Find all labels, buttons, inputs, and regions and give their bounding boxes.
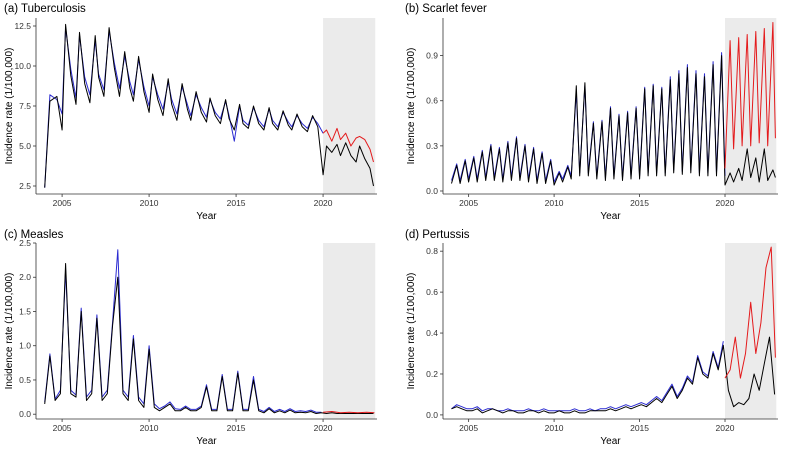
y-tick-label: 0.4: [426, 328, 438, 338]
series-observed-line: [451, 336, 776, 414]
panel-title: (a) Tuberculosis: [4, 3, 86, 15]
y-tick-label: 0.5: [19, 375, 31, 385]
y-tick-label: 0.0: [426, 410, 438, 420]
y-tick-label: 5.0: [19, 141, 31, 151]
panel-c: 0.0 0.5 1.0 1.5 2.0 2.5 2005 2010 2015 2020 (c) Me…: [4, 229, 377, 447]
y-tick-label: 0.0: [426, 186, 438, 196]
y-axis-label: Incidence rate (1/100,000): [406, 48, 417, 165]
y-tick-label: 2.5: [19, 238, 31, 248]
x-tick-label: 2010: [140, 198, 159, 208]
series-observed-line: [44, 263, 374, 414]
y-axis-label: Incidence rate (1/100,000): [4, 273, 15, 390]
panel-a: 2.5 5.0 7.5 10.0 12.5 2005 2010 2015 2020 (a) Tub…: [4, 3, 377, 222]
y-tick-label: 7.5: [19, 101, 31, 111]
forecast-shade: [323, 243, 376, 419]
y-axis-label: Incidence rate (1/100,000): [406, 273, 417, 390]
series-observed-line: [451, 55, 776, 186]
series-observed-line: [44, 23, 374, 188]
series-fitted-line: [44, 27, 324, 188]
x-axis-label: Year: [196, 436, 217, 447]
x-tick-label: 2015: [630, 198, 649, 208]
x-tick-label: 2005: [53, 198, 72, 208]
y-tick-label: 0.0: [19, 409, 31, 419]
panel-title: (d) Pertussis: [405, 229, 470, 241]
y-tick-label: 0.6: [426, 96, 438, 106]
x-tick-label: 2010: [140, 423, 159, 433]
x-tick-label: 2015: [630, 423, 649, 433]
x-tick-label: 2020: [716, 423, 735, 433]
y-tick-label: 0.6: [426, 287, 438, 297]
x-tick-label: 2005: [459, 198, 478, 208]
panel-title: (c) Measles: [4, 229, 64, 241]
x-tick-label: 2015: [227, 198, 246, 208]
y-tick-label: 10.0: [14, 61, 31, 71]
x-tick-label: 2005: [53, 423, 72, 433]
forecast-shade: [323, 18, 376, 194]
series-predicted-line: [323, 411, 375, 414]
y-tick-label: 2.5: [19, 181, 31, 191]
series-predicted-line: [322, 127, 374, 163]
y-tick-label: 12.5: [14, 21, 31, 31]
y-axis-label: Incidence rate (1/100,000): [4, 48, 15, 165]
x-tick-label: 2020: [716, 198, 735, 208]
x-tick-label: 2015: [227, 423, 246, 433]
y-tick-label: 2.0: [19, 272, 31, 282]
panel-d: 0.0 0.2 0.4 0.6 0.8 2005 2010 2015 2020 (d) Pertu…: [405, 229, 778, 447]
x-axis-label: Year: [600, 436, 621, 447]
x-tick-label: 2005: [459, 423, 478, 433]
x-tick-label: 2010: [545, 198, 564, 208]
y-tick-label: 0.8: [426, 246, 438, 256]
y-tick-label: 0.2: [426, 369, 438, 379]
series-fitted-line: [451, 341, 724, 412]
x-axis-label: Year: [196, 211, 217, 222]
x-tick-label: 2020: [314, 198, 333, 208]
y-tick-label: 0.3: [426, 141, 438, 151]
series-predicted-line: [724, 22, 776, 169]
x-tick-label: 2010: [545, 423, 564, 433]
y-tick-label: 1.0: [19, 341, 31, 351]
x-axis-label: Year: [600, 211, 621, 222]
series-predicted-line: [724, 246, 776, 379]
series-fitted-line: [44, 249, 322, 413]
x-tick-label: 2020: [314, 423, 333, 433]
panel-title: (b) Scarlet fever: [405, 3, 487, 15]
y-tick-label: 0.9: [426, 51, 438, 61]
panel-b: 0.0 0.3 0.6 0.9 2005 2010 2015 2020 (b) Scarlet …: [405, 3, 778, 222]
forecast-shade: [725, 18, 777, 194]
y-tick-label: 1.5: [19, 306, 31, 316]
